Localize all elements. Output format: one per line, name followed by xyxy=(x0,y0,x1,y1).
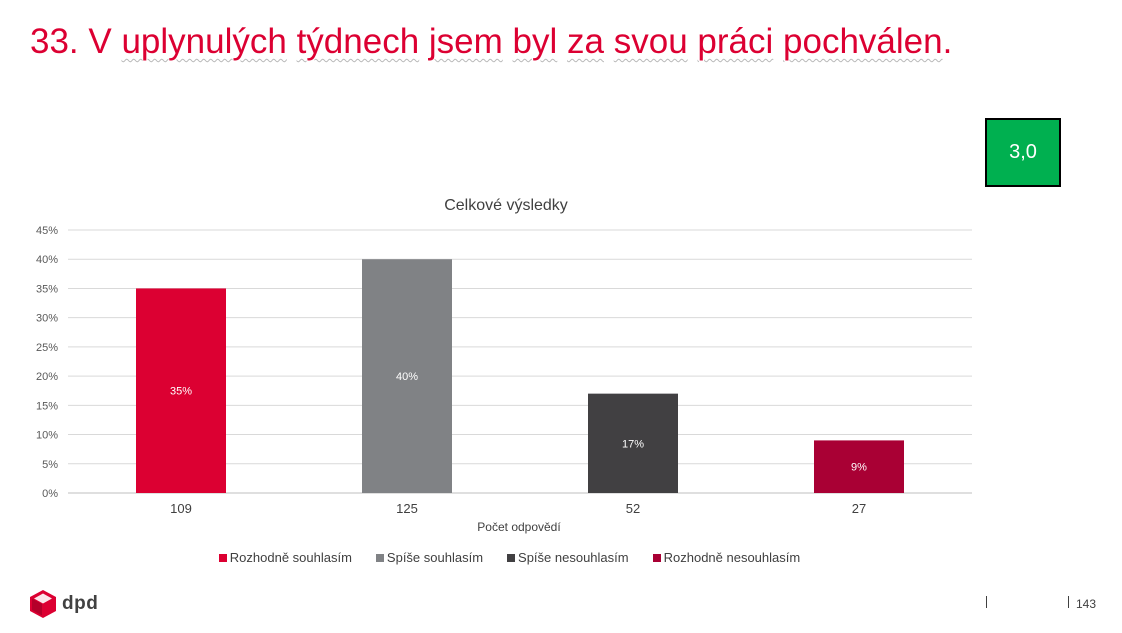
title-segment: jsem xyxy=(428,22,503,61)
y-tick-label: 35% xyxy=(36,283,58,295)
y-tick-label: 15% xyxy=(36,400,58,412)
y-tick-label: 30% xyxy=(36,313,58,325)
x-tick-label: 109 xyxy=(170,501,192,516)
legend-label: Spíše nesouhlasím xyxy=(518,550,629,565)
dpd-cube-icon xyxy=(30,590,56,618)
x-tick-label: 52 xyxy=(626,501,640,516)
slide-title: 33. V uplynulých týdnech jsem byl za svo… xyxy=(30,18,952,66)
title-segment: uplynulých xyxy=(121,22,287,61)
legend-item: Spíše souhlasím xyxy=(375,550,484,565)
title-segment: . xyxy=(942,22,953,61)
legend-item: Rozhodně nesouhlasím xyxy=(652,550,801,565)
x-tick-label: 27 xyxy=(852,501,866,516)
dpd-logo: dpd xyxy=(30,590,98,618)
logo-text: dpd xyxy=(62,593,99,614)
data-label: 9% xyxy=(851,462,867,474)
bar xyxy=(362,259,452,493)
y-tick-label: 20% xyxy=(36,371,58,383)
legend-swatch xyxy=(218,553,227,562)
title-segment: byl xyxy=(512,22,558,61)
footer-divider xyxy=(1068,596,1069,608)
chart-title: Celkové výsledky xyxy=(444,197,568,214)
y-tick-label: 45% xyxy=(36,225,58,237)
data-label: 35% xyxy=(170,386,192,398)
title-segment: týdnech xyxy=(296,22,420,61)
chart-legend: Rozhodně souhlasím Spíše souhlasím Spíše n… xyxy=(0,550,1019,565)
legend-label: Spíše souhlasím xyxy=(386,550,484,565)
x-tick-label: 125 xyxy=(396,501,418,516)
legend-item: Rozhodně souhlasím xyxy=(218,550,352,565)
legend-swatch xyxy=(652,553,661,562)
score-value: 3,0 xyxy=(1009,141,1037,163)
legend-label: Rozhodně nesouhlasím xyxy=(663,550,801,565)
y-tick-label: 0% xyxy=(42,488,58,500)
title-segment: práci xyxy=(697,22,774,61)
data-label: 17% xyxy=(622,438,644,450)
score-badge: 3,0 xyxy=(985,118,1061,187)
legend-label: Rozhodně souhlasím xyxy=(229,550,352,565)
title-segment: 33. V xyxy=(30,22,122,61)
x-axis-label: Počet odpovědí xyxy=(477,520,561,534)
footer-divider xyxy=(986,596,987,608)
title-segment: pochválen xyxy=(783,22,943,61)
title-segment: svou xyxy=(613,22,688,61)
y-tick-label: 5% xyxy=(42,459,58,471)
legend-swatch xyxy=(507,553,516,562)
title-segment: za xyxy=(567,22,604,61)
data-label: 40% xyxy=(396,371,418,383)
legend-item: Spíše nesouhlasím xyxy=(507,550,629,565)
bar xyxy=(588,393,678,493)
legend-swatch xyxy=(375,553,384,562)
bar xyxy=(136,288,226,493)
y-tick-label: 40% xyxy=(36,254,58,266)
y-tick-label: 10% xyxy=(36,430,58,442)
page-number: 143 xyxy=(1076,597,1097,611)
y-tick-label: 25% xyxy=(36,342,58,354)
bar xyxy=(814,440,904,493)
